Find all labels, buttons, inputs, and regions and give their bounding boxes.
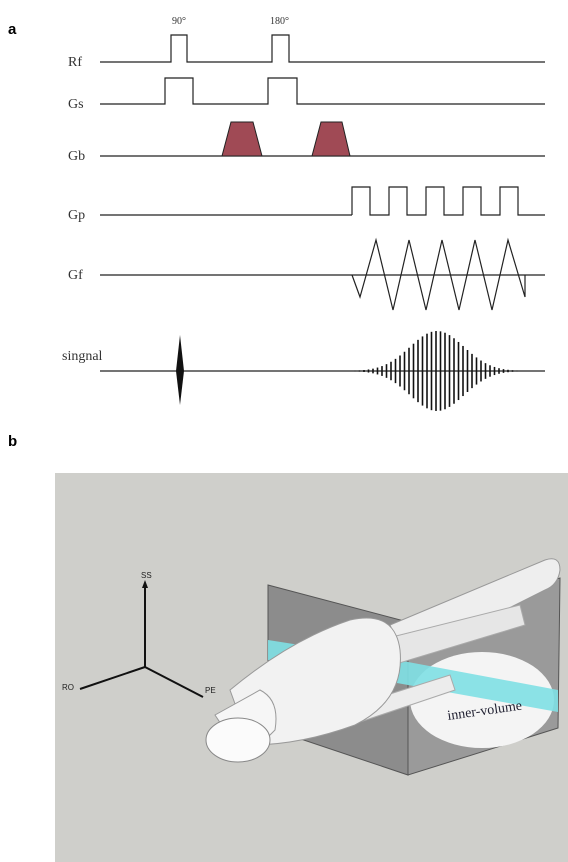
fid-spike [176,335,184,405]
panel-label: a [8,21,17,38]
rf-line [100,35,545,62]
gb-lobe [222,122,262,156]
panel-label: b [8,433,17,450]
axis-label: PE [205,686,216,695]
axis-label: SS [141,571,152,580]
gs-line [100,78,545,104]
sequence-lines [100,35,545,371]
channel-label: Gp [68,208,85,223]
channel-label: Rf [68,55,82,70]
figure: a 90° 180° Rf Gs Gb Gp Gf singnal b SS R… [0,0,568,862]
channel-label: Gb [68,149,85,164]
gb-lobe [312,122,350,156]
channel-label: Gf [68,268,83,283]
gp-wave [352,187,545,215]
channel-label: singnal [62,349,103,364]
pulse-angle: 90° [172,16,186,27]
waves [352,187,545,411]
nose-tip [206,718,270,762]
channel-label: Gs [68,97,84,112]
pulse-angle: 180° [270,16,289,27]
axis-label: RO [62,683,74,692]
